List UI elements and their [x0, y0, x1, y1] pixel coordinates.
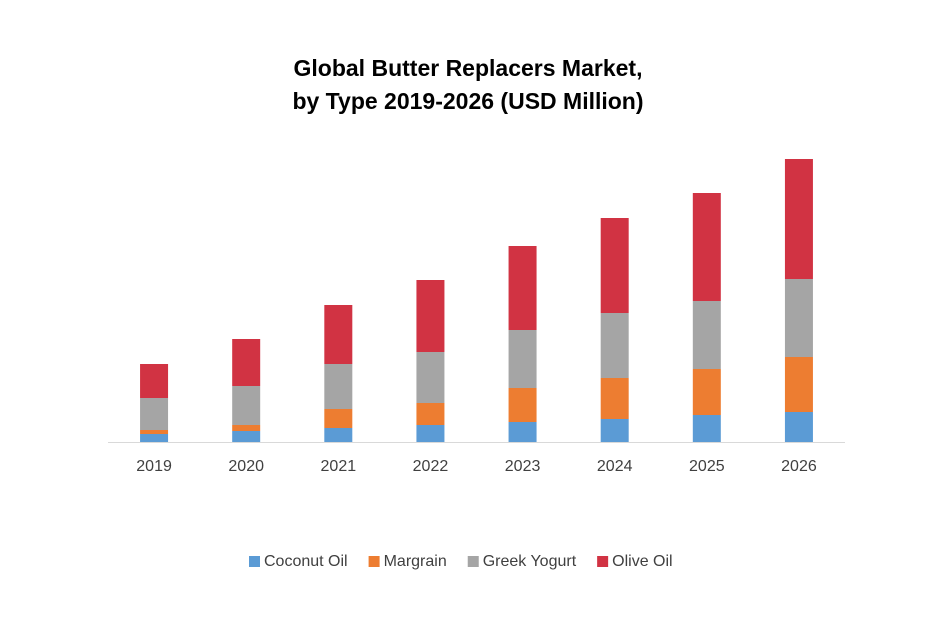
bar-segment	[416, 403, 445, 425]
bar-segment	[324, 364, 353, 409]
bar-segment	[232, 339, 261, 386]
bar-segment	[600, 218, 629, 313]
legend-swatch	[249, 556, 260, 567]
bar-segment	[784, 412, 813, 442]
x-tick-label: 2024	[597, 458, 633, 475]
x-tick-label: 2019	[136, 458, 172, 475]
bar-segment	[140, 364, 169, 398]
bar-segment	[600, 313, 629, 378]
x-tick-label: 2020	[228, 458, 264, 475]
bar-segment	[232, 386, 261, 425]
x-tick-label: 2023	[505, 458, 541, 475]
bar-segment	[600, 419, 629, 442]
bar-segment	[232, 431, 261, 442]
x-tick-label: 2025	[689, 458, 725, 475]
bar-segment	[692, 369, 721, 415]
bar-segment	[140, 430, 169, 434]
bar-segment	[784, 159, 813, 279]
x-tick-label: 2022	[413, 458, 449, 475]
bar-segment	[416, 425, 445, 442]
bar-segment	[508, 422, 537, 442]
bar-segment	[140, 434, 169, 442]
bar-segment	[692, 301, 721, 369]
bar-segment	[784, 357, 813, 412]
bar-segment	[692, 193, 721, 301]
bar-segment	[416, 280, 445, 352]
bar-segment	[324, 428, 353, 442]
x-tick-label: 2021	[321, 458, 357, 475]
bar-segment	[232, 425, 261, 431]
chart-title: Global Butter Replacers Market,	[294, 55, 643, 81]
legend-swatch	[597, 556, 609, 567]
legend-swatch	[467, 556, 479, 567]
x-tick-label: 2026	[781, 458, 817, 475]
legend-label: Coconut Oil	[264, 553, 348, 570]
bar-segment	[508, 330, 537, 388]
legend-label: Greek Yogurt	[483, 553, 577, 570]
bar-segment	[784, 279, 813, 357]
bar-segment	[324, 305, 353, 364]
chart-title: by Type 2019-2026 (USD Million)	[292, 88, 643, 114]
bar-segment	[140, 398, 169, 430]
bar-segment	[692, 415, 721, 442]
bar-segment	[416, 352, 445, 403]
bar-segment	[324, 409, 353, 428]
legend-swatch	[368, 556, 380, 567]
legend-label: Margrain	[384, 553, 447, 570]
legend-label: Olive Oil	[612, 553, 672, 570]
bar-segment	[508, 388, 537, 422]
bar-segment	[600, 378, 629, 419]
bar-segment	[508, 246, 537, 330]
